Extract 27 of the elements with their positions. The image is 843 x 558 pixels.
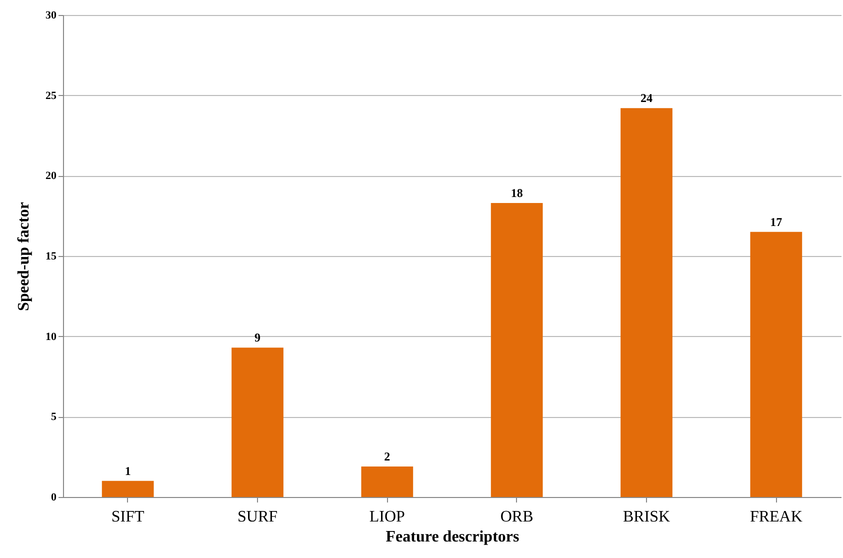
- x-tick-label: SIFT: [111, 508, 145, 526]
- bar: [102, 480, 154, 497]
- data-label: 1: [124, 464, 131, 478]
- data-label: 9: [254, 330, 260, 345]
- y-tick-label: 20: [46, 170, 57, 182]
- y-tick-label: 0: [51, 492, 57, 504]
- x-tick-label: SURF: [237, 508, 278, 526]
- y-tick-label: 15: [46, 250, 57, 262]
- x-tick-label: BRISK: [622, 508, 671, 526]
- bar: [361, 466, 414, 497]
- data-label: 2: [384, 449, 390, 464]
- bar: [232, 348, 284, 497]
- y-axis-title: Speed-up factor: [16, 202, 32, 311]
- y-tick-label: 10: [46, 330, 57, 343]
- x-tick-label: ORB: [500, 508, 534, 526]
- data-label: 18: [510, 186, 523, 200]
- bar: [490, 202, 543, 497]
- x-tick-label: FREAK: [750, 508, 803, 526]
- y-tick-label: 25: [46, 90, 57, 102]
- y-tick-label: 30: [46, 10, 57, 22]
- bar: [750, 232, 802, 497]
- bar: [620, 108, 672, 497]
- data-label: 24: [640, 91, 652, 106]
- y-tick-label: 5: [51, 411, 57, 424]
- data-label: 17: [770, 214, 782, 229]
- x-tick-label: LIOP: [369, 508, 406, 526]
- x-axis-title: Feature descriptors: [386, 528, 520, 546]
